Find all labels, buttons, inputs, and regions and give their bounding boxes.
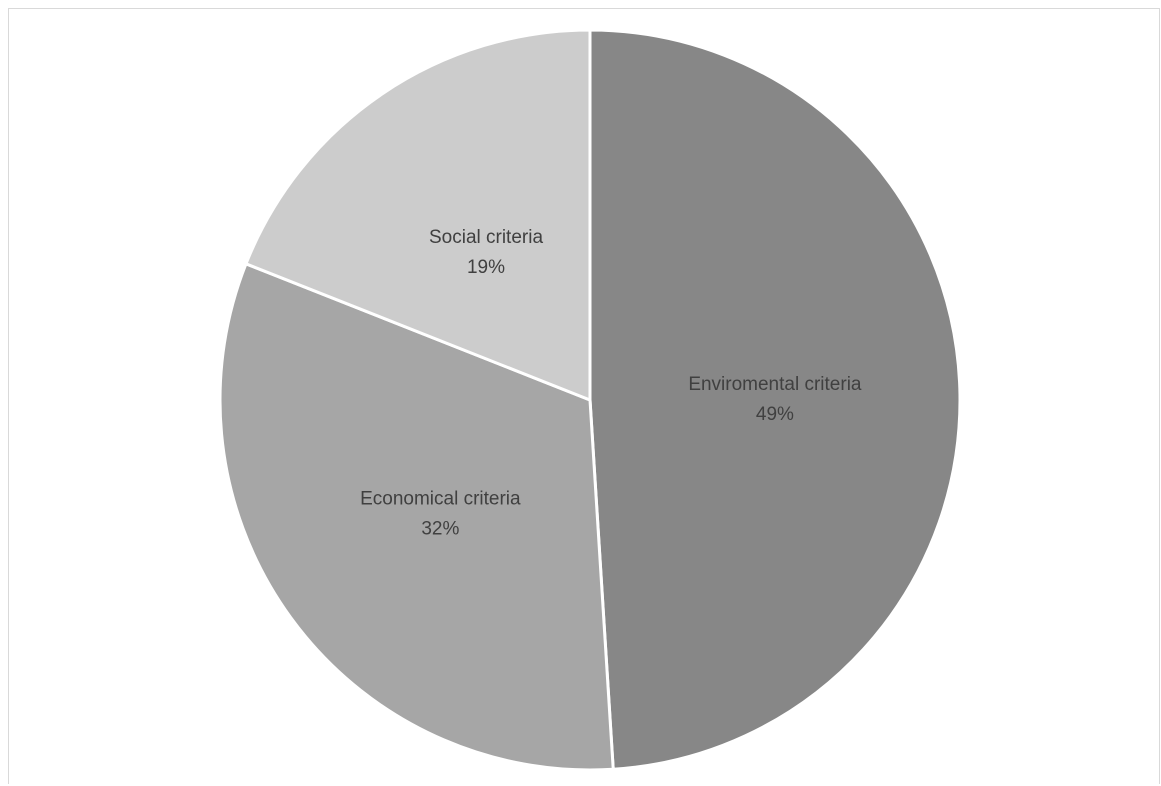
slice-label-2: Economical criteria 32% — [360, 489, 521, 540]
slice-label-1: Enviromental criteria 49% — [688, 374, 862, 425]
slice-label-3: Social criteria 19% — [429, 227, 543, 278]
slice-category-label: Social criteria — [429, 227, 543, 248]
pie-slice-2 — [218, 262, 615, 772]
slice-percent-label: 32% — [421, 519, 459, 540]
slice-category-label: Enviromental criteria — [688, 374, 862, 395]
pie-labels: Enviromental criteria 49% Economical crite… — [360, 227, 862, 540]
slice-percent-label: 19% — [467, 257, 505, 278]
slice-percent-label: 49% — [756, 404, 794, 425]
pie-slice-1 — [588, 28, 962, 771]
pie-slice-3 — [244, 28, 592, 402]
pie-slices — [218, 28, 962, 772]
slice-category-label: Economical criteria — [360, 489, 521, 510]
